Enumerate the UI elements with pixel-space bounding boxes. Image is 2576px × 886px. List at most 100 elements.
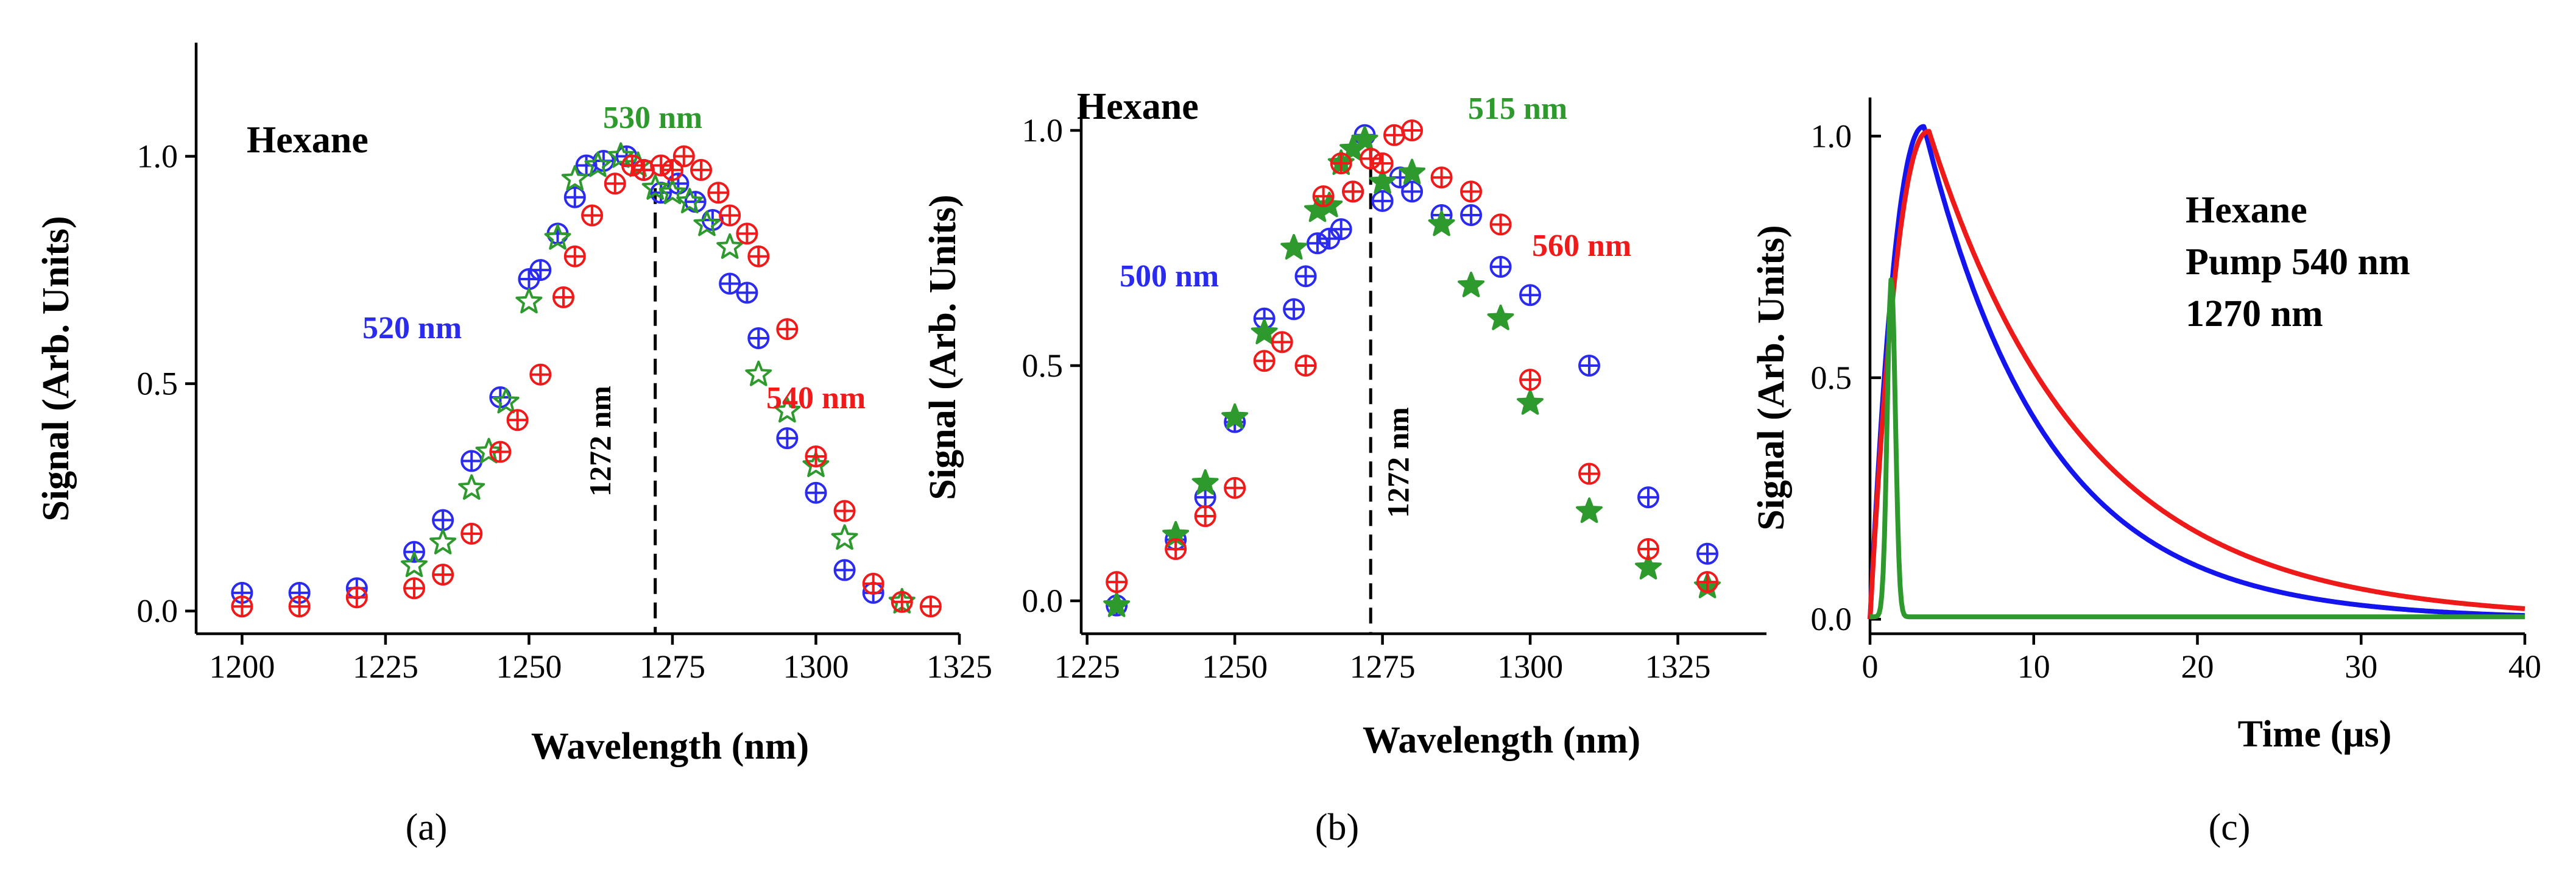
x-tick-label: 1325 bbox=[926, 648, 992, 685]
data-point bbox=[747, 327, 770, 349]
y-tick-label: 1.0 bbox=[1811, 118, 1852, 154]
data-point bbox=[1312, 185, 1335, 208]
vline-label-a: 1272 nm bbox=[583, 386, 617, 497]
data-point bbox=[632, 158, 655, 181]
data-point bbox=[659, 179, 686, 205]
x-tick-label: 1225 bbox=[353, 648, 418, 685]
x-tick-label: 30 bbox=[2345, 648, 2377, 685]
y-tick-label: 0.5 bbox=[1022, 347, 1064, 384]
data-point bbox=[716, 233, 744, 259]
x-tick-label: 1325 bbox=[1645, 648, 1711, 685]
data-point bbox=[1371, 190, 1394, 212]
data-point bbox=[1360, 147, 1382, 170]
x-tick-label: 0 bbox=[1862, 648, 1879, 685]
data-point bbox=[1342, 180, 1364, 203]
annotation-c-line3: 1270 nm bbox=[2186, 293, 2323, 335]
data-point bbox=[432, 564, 454, 586]
data-point bbox=[621, 154, 643, 177]
subfigure-label-c: (c) bbox=[2209, 807, 2251, 848]
data-point bbox=[736, 282, 758, 304]
data-point bbox=[719, 204, 741, 227]
data-point bbox=[1460, 204, 1483, 226]
solvent-label-b: Hexane bbox=[1077, 86, 1199, 127]
data-point bbox=[1330, 152, 1352, 175]
data-point bbox=[736, 222, 758, 245]
data-point bbox=[563, 186, 586, 208]
data-point bbox=[1576, 497, 1603, 523]
data-point bbox=[231, 595, 253, 618]
series-540-nm bbox=[231, 145, 942, 618]
data-point bbox=[690, 158, 713, 181]
x-axis-title-c: Time (μs) bbox=[2238, 714, 2392, 755]
vline-label-b: 1272 nm bbox=[1381, 407, 1415, 518]
data-point bbox=[432, 509, 454, 531]
data-point bbox=[552, 286, 574, 308]
data-point bbox=[707, 182, 730, 204]
data-point bbox=[529, 259, 552, 282]
y-tick-label: 1.0 bbox=[137, 138, 178, 175]
series-520-nm bbox=[231, 145, 884, 604]
data-point bbox=[1191, 469, 1219, 495]
y-tick-label: 0.0 bbox=[1022, 583, 1064, 619]
data-point bbox=[288, 595, 311, 618]
panel-b: 1225 1250 1275 1300 1325 0.0 0.5 1.0 bbox=[1022, 97, 1766, 685]
data-point bbox=[1489, 213, 1512, 236]
y-axis-title-b: Signal (Arb. Units) bbox=[922, 194, 964, 500]
data-point bbox=[1519, 369, 1542, 391]
panel-c: 0 10 20 30 40 0.0 0.5 1.0 bbox=[1811, 97, 2541, 685]
data-point bbox=[862, 572, 884, 595]
data-point bbox=[747, 245, 770, 268]
data-point bbox=[891, 590, 913, 613]
x-tick-label: 1250 bbox=[1202, 648, 1268, 685]
data-point bbox=[1401, 180, 1424, 203]
y-tick-label: 0.0 bbox=[1811, 601, 1852, 637]
data-point bbox=[833, 559, 856, 581]
data-point bbox=[641, 174, 669, 200]
data-point bbox=[693, 210, 721, 236]
data-point bbox=[1280, 234, 1308, 260]
solvent-label-a: Hexane bbox=[247, 119, 369, 161]
x-tick-label: 1200 bbox=[209, 648, 275, 685]
data-point bbox=[561, 165, 588, 191]
data-point bbox=[529, 363, 552, 386]
data-point bbox=[1103, 591, 1131, 617]
data-point bbox=[1221, 403, 1249, 429]
subfigure-label-b: (b) bbox=[1315, 807, 1359, 848]
data-point bbox=[719, 272, 741, 295]
data-point bbox=[1519, 284, 1542, 307]
y-axis-title-a: Signal (Arb. Units) bbox=[35, 216, 77, 521]
data-point bbox=[672, 145, 695, 168]
x-tick-label: 1300 bbox=[1497, 648, 1563, 685]
data-point bbox=[584, 151, 612, 177]
data-point bbox=[650, 154, 672, 177]
data-point bbox=[1371, 152, 1394, 175]
data-point bbox=[1428, 210, 1455, 236]
y-tick-label: 0.5 bbox=[1811, 360, 1852, 396]
trace-blue-trace bbox=[1868, 124, 2526, 620]
data-point bbox=[1106, 571, 1128, 594]
data-point bbox=[805, 445, 827, 467]
data-point bbox=[745, 360, 772, 386]
data-point bbox=[831, 524, 858, 550]
data-point bbox=[1251, 319, 1278, 344]
data-point bbox=[1306, 232, 1329, 255]
data-point bbox=[676, 188, 704, 214]
data-point bbox=[489, 441, 512, 463]
label-530nm: 530 nm bbox=[603, 101, 702, 135]
data-point bbox=[1578, 355, 1601, 377]
data-point bbox=[1696, 571, 1719, 594]
data-point bbox=[1271, 331, 1293, 353]
data-point bbox=[1369, 168, 1396, 194]
data-point bbox=[1294, 355, 1317, 377]
series-560-nm bbox=[1106, 119, 1719, 594]
data-point bbox=[1194, 505, 1216, 528]
x-tick-label: 1275 bbox=[640, 648, 705, 685]
x-axis-title-a: Wavelength (nm) bbox=[531, 726, 809, 767]
label-520nm: 520 nm bbox=[362, 311, 462, 346]
data-point bbox=[1637, 538, 1660, 561]
data-point bbox=[461, 450, 483, 472]
data-point bbox=[833, 500, 856, 522]
data-point bbox=[776, 318, 799, 341]
data-point bbox=[1430, 166, 1453, 189]
